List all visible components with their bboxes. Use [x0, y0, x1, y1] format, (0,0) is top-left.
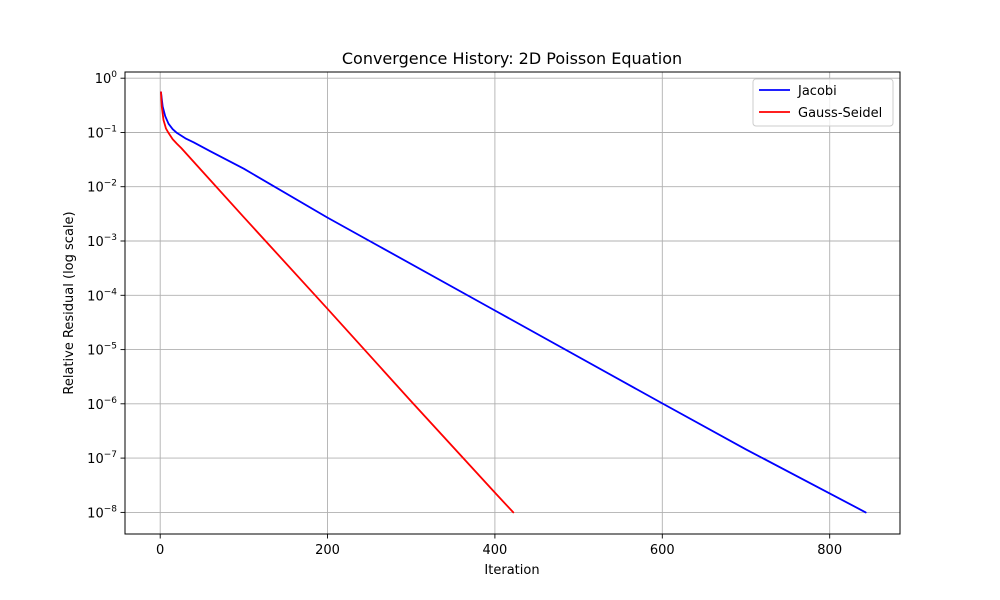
y-tick-label: 10−1	[87, 125, 117, 142]
x-axis-label: Iteration	[484, 563, 539, 578]
y-tick-label: 10−5	[87, 342, 117, 359]
chart-title: Convergence History: 2D Poisson Equation	[342, 49, 682, 68]
y-tick-base: 10	[87, 289, 104, 304]
legend: Jacobi Gauss-Seidel	[752, 78, 894, 127]
y-tick-exponent: −7	[104, 450, 117, 460]
y-tick-base: 10	[87, 127, 104, 142]
y-tick-exponent: −5	[104, 342, 117, 352]
y-tick-label: 10−4	[87, 287, 117, 304]
y-tick-label: 10−6	[87, 396, 117, 413]
y-tick-base: 10	[87, 452, 104, 467]
series-line-gauss-seidel	[160, 91, 515, 514]
y-tick-exponent: −3	[104, 233, 117, 243]
x-tick-label: 600	[650, 543, 675, 558]
legend-label-gauss-seidel: Gauss-Seidel	[798, 106, 882, 121]
grid	[125, 72, 900, 534]
series-line-jacobi	[160, 91, 867, 514]
x-tick-label: 800	[817, 543, 842, 558]
axis-ticks: 0 200 400 600 80010−810−710−610−510−410−310−…	[87, 70, 842, 558]
y-axis-label: Relative Residual (log scale)	[62, 211, 77, 394]
y-tick-exponent: 0	[111, 70, 117, 80]
y-tick-base: 10	[87, 398, 104, 413]
y-tick-label: 10−2	[87, 179, 117, 196]
y-tick-exponent: −2	[104, 179, 117, 189]
y-tick-base: 10	[95, 72, 112, 87]
y-tick-label: 10−7	[87, 450, 117, 467]
y-tick-exponent: −1	[104, 125, 117, 135]
x-tick-label: 200	[315, 543, 340, 558]
y-tick-base: 10	[87, 235, 104, 250]
y-tick-base: 10	[87, 344, 104, 359]
y-tick-label: 100	[95, 70, 118, 87]
y-tick-exponent: −4	[104, 287, 118, 297]
x-tick-label: 400	[482, 543, 507, 558]
y-tick-exponent: −6	[104, 396, 118, 406]
x-tick-label: 0	[156, 543, 164, 558]
legend-label-jacobi: Jacobi	[797, 84, 837, 99]
y-tick-base: 10	[87, 181, 104, 196]
y-tick-label: 10−8	[87, 504, 117, 521]
y-tick-exponent: −8	[104, 504, 118, 514]
y-tick-label: 10−3	[87, 233, 117, 250]
plot-frame	[124, 71, 901, 535]
plot-lines	[160, 91, 867, 514]
y-tick-base: 10	[87, 506, 104, 521]
